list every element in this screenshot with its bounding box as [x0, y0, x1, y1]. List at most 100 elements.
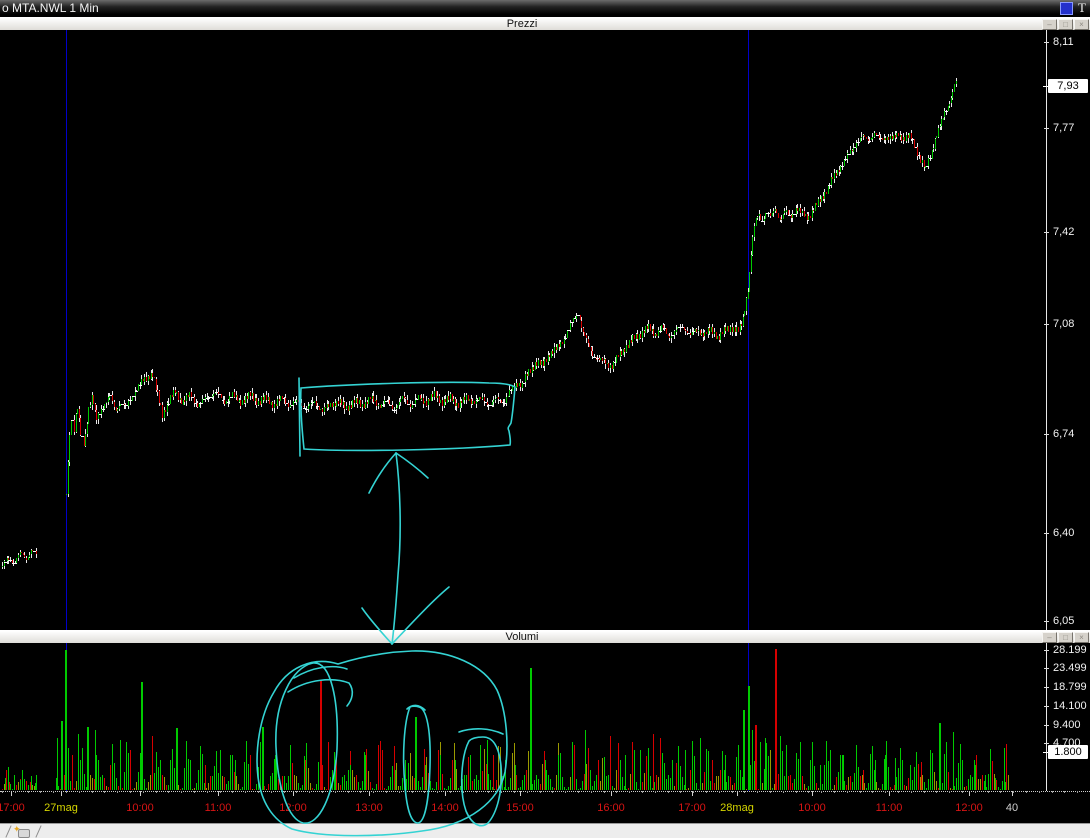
- volume-bar: [374, 789, 375, 790]
- volume-bar: [760, 742, 761, 790]
- volume-bar: [9, 782, 10, 790]
- candle-wick: [762, 216, 763, 222]
- candle: [637, 334, 638, 339]
- candle-wick: [701, 329, 702, 336]
- volume-bar: [124, 772, 125, 790]
- time-axis-minor-tick: [655, 791, 656, 793]
- candle: [748, 292, 749, 299]
- volume-bar: [294, 775, 295, 790]
- volume-bar: [362, 781, 363, 790]
- volume-bar: [618, 743, 619, 790]
- candle: [599, 358, 600, 360]
- candle: [280, 396, 281, 401]
- candle: [175, 390, 176, 393]
- volume-bar: [60, 789, 61, 790]
- volume-bar: [774, 784, 775, 790]
- candle: [338, 401, 339, 404]
- candle: [684, 327, 685, 330]
- price-chart-pane[interactable]: [0, 30, 1090, 630]
- restore-button[interactable]: □: [1058, 19, 1073, 30]
- candle: [652, 329, 653, 331]
- candle-wick: [768, 212, 769, 217]
- volume-bar: [180, 789, 181, 790]
- candle-doji: [767, 213, 770, 214]
- time-axis-minor-tick: [373, 791, 374, 793]
- window-titlebar[interactable]: o MTA.NWL 1 Min T: [0, 0, 1090, 17]
- volume-bar: [366, 749, 367, 790]
- candle: [754, 226, 755, 237]
- candle: [928, 158, 929, 166]
- candle: [671, 335, 672, 338]
- candle: [522, 383, 523, 388]
- volume-bar: [854, 773, 855, 790]
- volume-bar: [120, 740, 121, 790]
- candle-doji: [523, 383, 526, 384]
- time-axis-minor-tick: [962, 791, 963, 793]
- candle-doji: [207, 398, 210, 399]
- candle-doji: [596, 358, 599, 359]
- candle: [80, 418, 81, 435]
- volume-bar: [380, 741, 381, 790]
- candle: [76, 414, 77, 432]
- candle: [484, 397, 485, 401]
- candle: [36, 551, 37, 554]
- volume-bar: [482, 771, 483, 790]
- close-button[interactable]: ×: [1074, 19, 1089, 30]
- candle: [29, 555, 30, 557]
- volume-bar: [378, 745, 379, 790]
- candle: [245, 396, 246, 403]
- close-button[interactable]: ×: [1074, 632, 1089, 643]
- candle-wick: [852, 149, 853, 155]
- volume-bar: [598, 760, 599, 790]
- blue-square-icon[interactable]: [1060, 2, 1073, 15]
- volume-axis-label: 28.199: [1053, 644, 1087, 656]
- volume-bar: [772, 788, 773, 790]
- volume-bar: [140, 753, 141, 790]
- volume-bar: [572, 742, 573, 790]
- candle: [272, 402, 273, 408]
- candle: [744, 311, 745, 316]
- candle: [68, 462, 69, 494]
- volume-bar: [64, 775, 65, 790]
- volume-bar: [684, 785, 685, 790]
- volume-bar: [552, 787, 553, 790]
- candle: [354, 400, 355, 403]
- volume-bar: [585, 730, 586, 790]
- volume-bar: [160, 760, 161, 790]
- candle-doji: [788, 215, 791, 216]
- volume-bar: [740, 770, 741, 790]
- time-axis-minor-tick: [476, 791, 477, 793]
- candle: [709, 328, 710, 331]
- volume-bar: [405, 760, 406, 790]
- minimize-button[interactable]: –: [1042, 19, 1057, 30]
- volume-bar: [298, 783, 299, 790]
- candle: [170, 395, 171, 404]
- candle: [362, 404, 363, 407]
- time-axis-minor-tick: [936, 791, 937, 793]
- candle: [631, 340, 632, 343]
- volume-bar: [864, 783, 865, 790]
- minimize-button[interactable]: –: [1042, 632, 1057, 643]
- candle: [920, 155, 921, 163]
- candle: [172, 395, 173, 397]
- volume-bar: [446, 789, 447, 790]
- time-axis-minor-tick: [1000, 791, 1001, 793]
- candle: [493, 400, 494, 402]
- volume-bar: [472, 781, 473, 790]
- candle: [77, 409, 78, 414]
- candle: [612, 365, 613, 369]
- volume-bar: [218, 773, 219, 790]
- volume-bar: [322, 765, 323, 790]
- restore-button[interactable]: □: [1058, 632, 1073, 643]
- volume-bar: [464, 775, 465, 790]
- candle: [269, 397, 270, 404]
- candle-wick: [845, 156, 846, 161]
- candle: [772, 213, 773, 216]
- text-tool-icon[interactable]: T: [1078, 0, 1086, 15]
- volume-bar: [70, 781, 71, 790]
- candle: [7, 558, 8, 561]
- candle: [360, 400, 361, 407]
- volume-bar: [958, 763, 959, 790]
- candle: [695, 329, 696, 332]
- volume-bar: [666, 779, 667, 790]
